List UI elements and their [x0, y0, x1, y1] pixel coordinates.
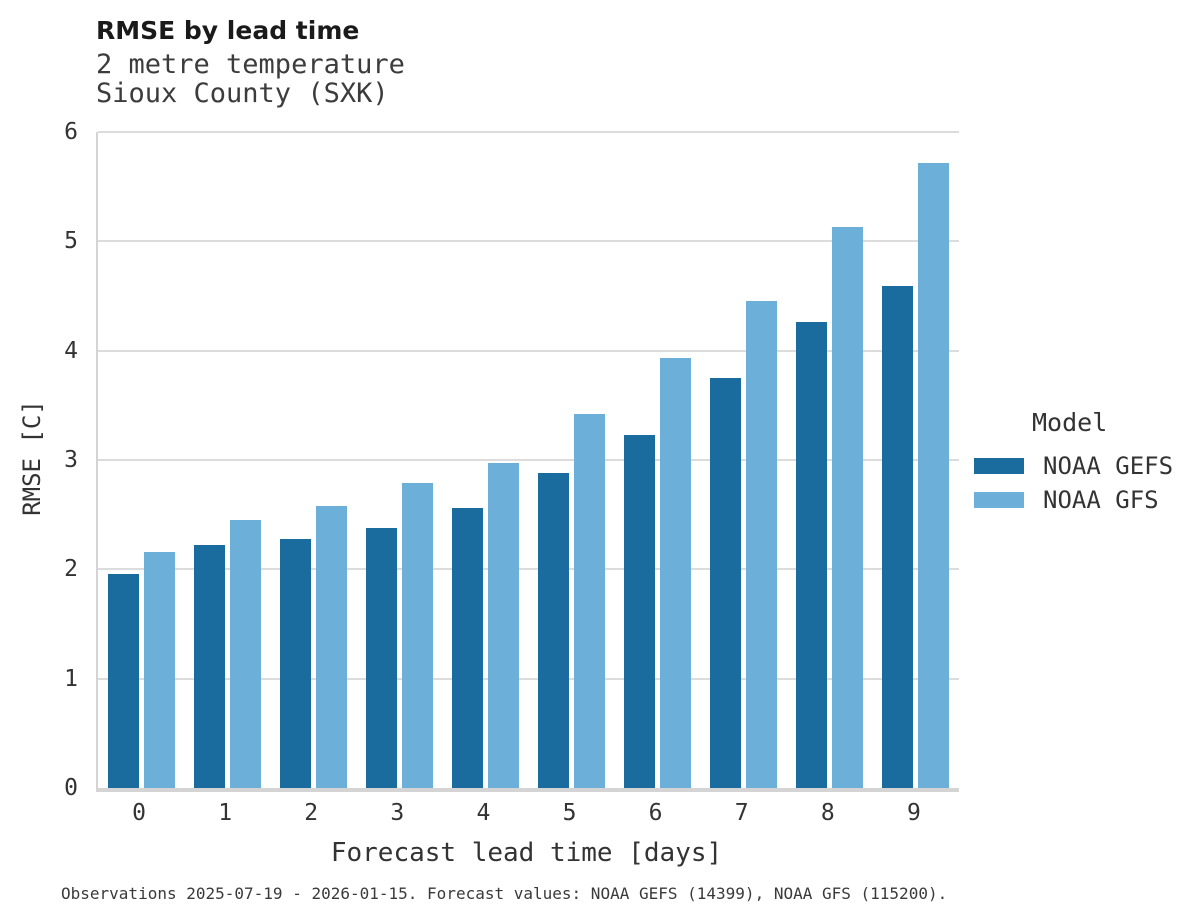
bar-noaa-gfs-day-2 [315, 505, 347, 788]
gridline-y6 [98, 131, 959, 133]
bar-group-day-7 [701, 132, 787, 788]
x-tick-label-5: 5 [562, 800, 577, 826]
bar-noaa-gefs-day-4 [451, 508, 483, 788]
bar-noaa-gfs-day-5 [574, 414, 606, 788]
gridline-y5 [98, 240, 959, 243]
legend-label: NOAA GEFS [1043, 452, 1174, 480]
plot-area [96, 131, 959, 792]
legend-row-noaa-gefs: NOAA GEFS [974, 449, 1189, 483]
subtitle-line-2: Sioux County (SXK) [96, 78, 389, 109]
caption: Observations 2025-07-19 - 2026-01-15. Fo… [61, 884, 948, 903]
bar-group-day-1 [184, 132, 270, 788]
gridline-y1 [98, 677, 959, 680]
legend-swatch [974, 492, 1024, 508]
x-axis-title: Forecast lead time [days] [330, 838, 723, 868]
legend-label: NOAA GFS [1043, 486, 1159, 514]
x-tick-label-6: 6 [648, 800, 663, 826]
gridline-y4 [98, 349, 959, 352]
x-tick-label-9: 9 [906, 800, 921, 826]
bar-noaa-gefs-day-0 [107, 573, 139, 788]
x-tick-label-4: 4 [476, 800, 491, 826]
bar-noaa-gfs-day-7 [746, 301, 778, 788]
x-tick-label-0: 0 [132, 800, 146, 826]
y-tick-label-6: 6 [64, 119, 78, 145]
bar-noaa-gfs-day-9 [918, 162, 950, 788]
bar-noaa-gfs-day-8 [832, 227, 864, 788]
legend: Model NOAA GEFS NOAA GFS [974, 408, 1189, 517]
bar-noaa-gefs-day-8 [796, 322, 828, 788]
bar-noaa-gefs-day-9 [882, 286, 914, 788]
bar-groups [98, 132, 959, 788]
bar-noaa-gefs-day-5 [538, 473, 570, 788]
bar-noaa-gfs-day-1 [229, 520, 261, 788]
bar-noaa-gfs-day-3 [401, 482, 433, 788]
gridline-y3 [98, 459, 959, 461]
legend-row-noaa-gfs: NOAA GFS [974, 483, 1189, 517]
chart-subtitle: 2 metre temperature Sioux County (SXK) [96, 50, 405, 108]
bar-group-day-4 [442, 132, 528, 788]
y-tick-label-0: 0 [64, 775, 78, 801]
bar-noaa-gefs-day-3 [365, 527, 397, 788]
bar-noaa-gfs-day-0 [143, 551, 175, 788]
y-tick-label-5: 5 [64, 228, 78, 255]
x-tick-label-2: 2 [304, 800, 319, 826]
bar-group-day-3 [356, 132, 442, 788]
x-tick-label-3: 3 [390, 800, 405, 826]
bar-noaa-gefs-day-7 [710, 378, 742, 788]
x-tick-label-7: 7 [734, 800, 749, 826]
bar-noaa-gefs-day-2 [279, 538, 311, 788]
y-tick-label-3: 3 [64, 447, 78, 473]
legend-title: Model [1032, 408, 1108, 437]
gridline-y2 [98, 568, 959, 571]
subtitle-line-1: 2 metre temperature [96, 49, 405, 80]
y-tick-label-1: 1 [64, 665, 78, 692]
legend-entries: NOAA GEFS NOAA GFS [974, 449, 1189, 517]
x-tick-label-1: 1 [218, 800, 233, 826]
x-axis-ticks: 0 1 2 3 4 5 6 7 8 9 [96, 800, 957, 826]
bar-group-day-6 [615, 132, 701, 788]
bar-noaa-gfs-day-4 [487, 463, 519, 788]
chart-title: RMSE by lead time [96, 16, 360, 45]
bar-noaa-gefs-day-6 [624, 434, 656, 788]
bar-group-day-5 [528, 132, 614, 788]
bar-group-day-8 [787, 132, 873, 788]
x-tick-label-8: 8 [820, 800, 835, 826]
bar-group-day-0 [98, 132, 184, 788]
bar-noaa-gefs-day-1 [193, 545, 225, 788]
bar-noaa-gfs-day-6 [660, 358, 692, 788]
legend-swatch [974, 458, 1024, 474]
y-tick-label-2: 2 [64, 556, 78, 583]
y-tick-label-4: 4 [64, 337, 78, 364]
bar-group-day-2 [270, 132, 356, 788]
y-axis-ticks: 0 1 2 3 4 5 6 [0, 119, 78, 801]
bar-group-day-9 [873, 132, 959, 788]
